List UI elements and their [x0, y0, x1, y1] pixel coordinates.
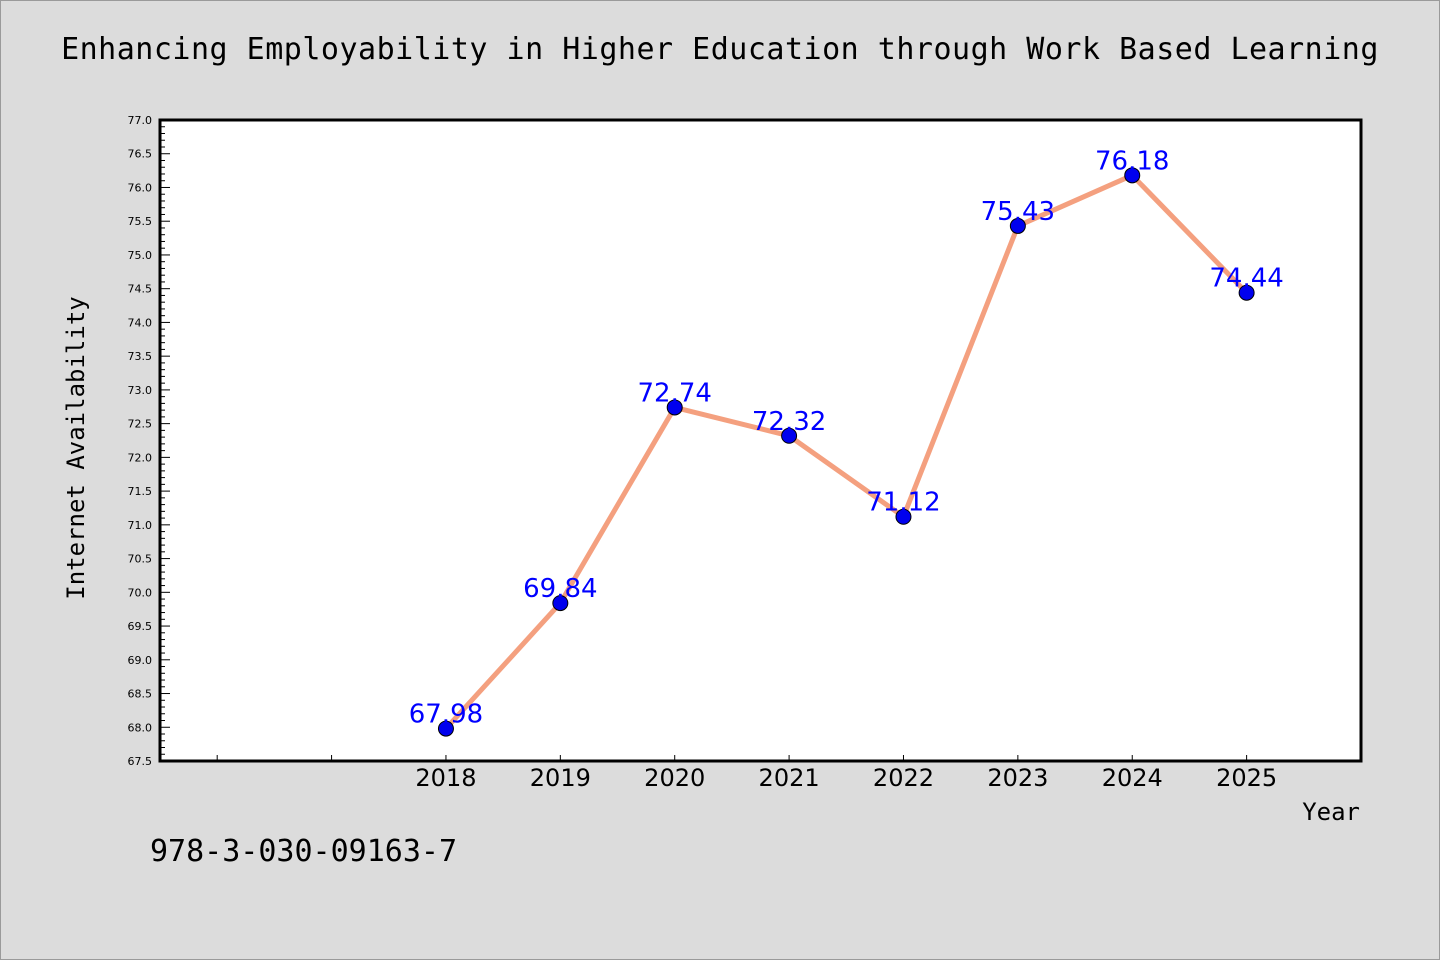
data-point [1124, 167, 1141, 184]
chart-title: Enhancing Employability in Higher Educat… [61, 32, 1379, 67]
y-tick-label: 76.5 [128, 148, 153, 161]
y-tick-label: 74.5 [128, 283, 153, 296]
x-tick-label: 2024 [1102, 764, 1163, 792]
y-tick-label: 77.0 [128, 114, 153, 127]
y-tick-label: 71.0 [128, 519, 153, 532]
isbn-code: 978-3-030-09163-7 [150, 834, 458, 869]
data-labels: 67.98 69.84 72.74 72.32 71.12 75.43 76.18 74.44 [409, 146, 1284, 729]
y-tick-label: 68.0 [128, 721, 153, 734]
data-label: 67.98 [409, 700, 483, 730]
data-label: 71.12 [866, 488, 940, 518]
y-tick-label: 68.5 [128, 688, 153, 701]
series-line [444, 172, 1249, 731]
y-tick-label: 72.0 [128, 451, 153, 464]
x-tick-label: 2021 [759, 764, 820, 792]
y-tick-label: 70.0 [128, 586, 153, 599]
data-label: 69.84 [523, 574, 597, 604]
series-polyline [444, 172, 1249, 731]
x-tick-label: 2018 [415, 764, 476, 792]
data-label: 72.32 [752, 407, 826, 437]
x-axis-title: Year [1302, 798, 1360, 826]
data-point [666, 399, 683, 416]
x-tick-label: 2022 [873, 764, 934, 792]
y-tick-label: 67.5 [128, 755, 153, 768]
x-tick-label: 2025 [1216, 764, 1277, 792]
y-tick-label: 69.0 [128, 654, 153, 667]
y-tick-label: 75.5 [128, 215, 153, 228]
data-label: 74.44 [1209, 264, 1283, 294]
y-tick-label: 73.5 [128, 350, 153, 363]
x-tick-label: 2023 [987, 764, 1048, 792]
data-label: 72.74 [637, 378, 711, 408]
y-tick-label: 73.0 [128, 384, 153, 397]
y-tick-label: 75.0 [128, 249, 153, 262]
y-tick-label: 70.5 [128, 553, 153, 566]
y-axis-ticks: 67.5 68.0 68.5 69.0 69.5 70.0 70.5 71.0 71.5 72.0… [128, 114, 170, 768]
data-point [1238, 284, 1255, 301]
series-points [437, 167, 1255, 737]
x-axis-ticks: 2018 2019 2020 2021 2022 2023 2024 2025 [216, 755, 1362, 792]
data-point [895, 508, 912, 525]
y-tick-label: 71.5 [128, 485, 153, 498]
y-tick-label: 76.0 [128, 181, 153, 194]
data-label: 75.43 [981, 197, 1055, 227]
y-tick-label: 74.0 [128, 316, 153, 329]
y-axis-title: Internet Availability [62, 296, 90, 599]
plot-area [158, 118, 1363, 763]
data-point [1009, 217, 1026, 234]
y-tick-label: 72.5 [128, 418, 153, 431]
data-label: 76.18 [1095, 146, 1169, 176]
data-point [552, 595, 569, 612]
data-point [781, 427, 798, 444]
x-tick-label: 2020 [644, 764, 705, 792]
x-tick-label: 2019 [530, 764, 591, 792]
data-point [437, 720, 454, 737]
y-tick-label: 69.5 [128, 620, 153, 633]
